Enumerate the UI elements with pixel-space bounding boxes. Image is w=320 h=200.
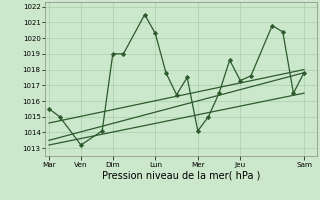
X-axis label: Pression niveau de la mer( hPa ): Pression niveau de la mer( hPa ) (102, 170, 260, 180)
